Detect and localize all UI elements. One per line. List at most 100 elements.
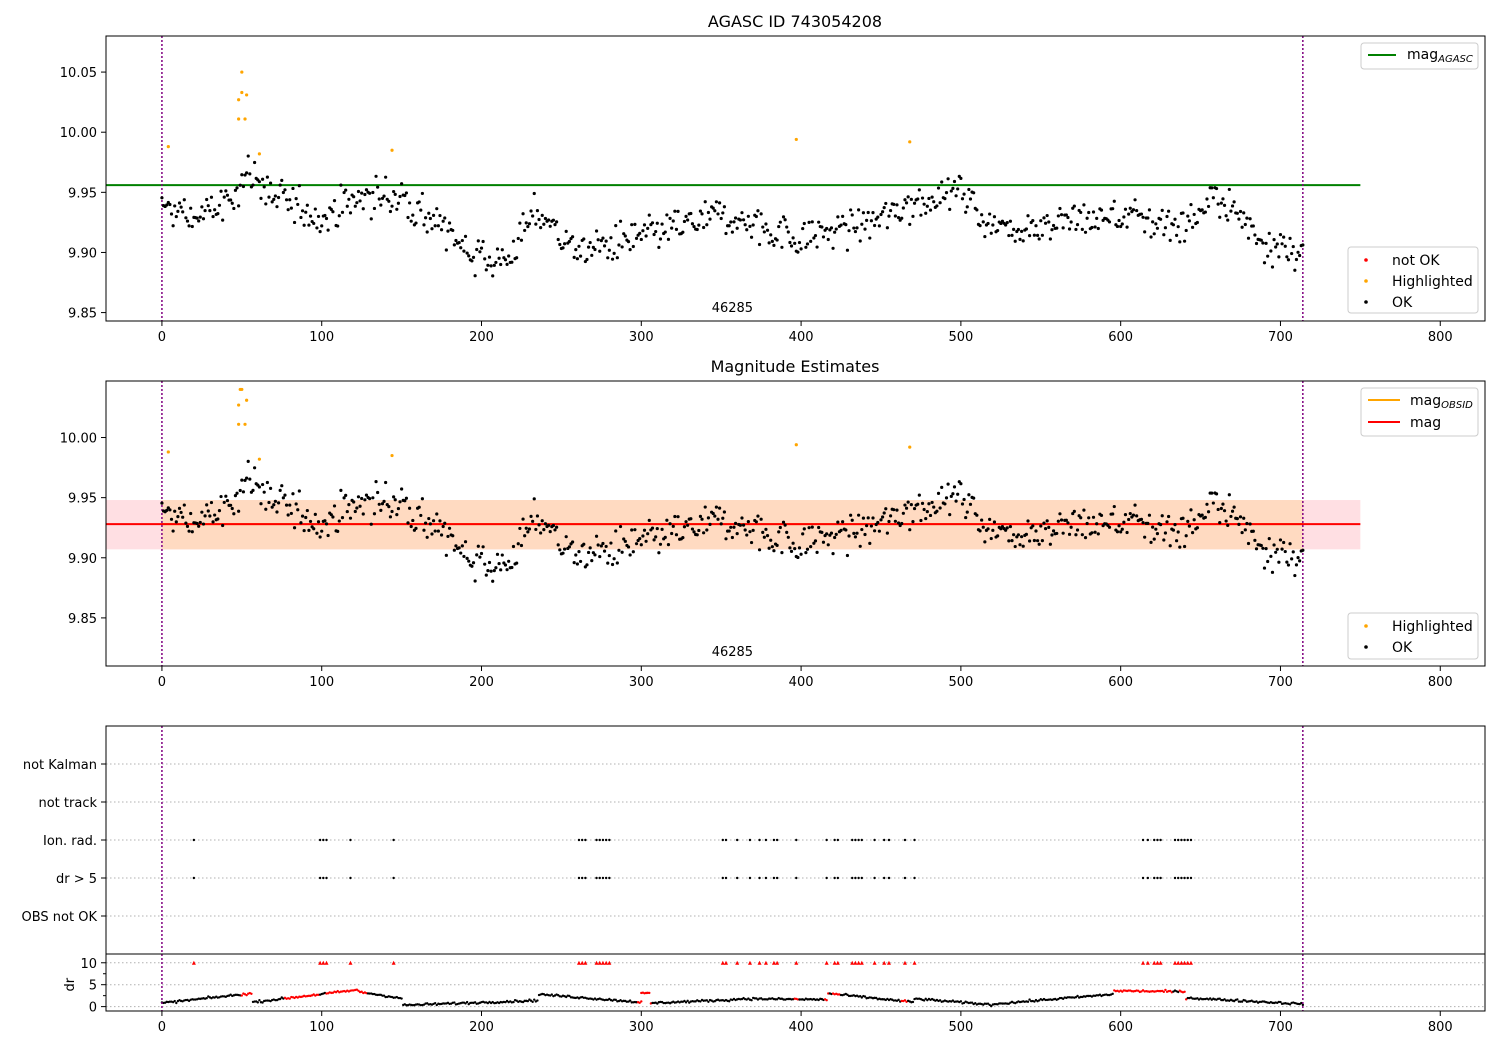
flag-point bbox=[721, 838, 724, 842]
dr-point-ok bbox=[1279, 1000, 1282, 1004]
ok-point bbox=[494, 260, 498, 265]
ok-point bbox=[1245, 216, 1249, 220]
flag-point bbox=[857, 838, 860, 842]
ok-point bbox=[665, 518, 669, 522]
ok-point bbox=[197, 524, 201, 528]
ok-point bbox=[601, 236, 605, 240]
ok-point bbox=[796, 555, 800, 560]
ok-point bbox=[962, 192, 966, 196]
ok-point bbox=[1227, 187, 1231, 192]
ok-point bbox=[174, 520, 178, 524]
ok-point bbox=[1242, 211, 1246, 215]
ok-point bbox=[1064, 518, 1068, 522]
dr-capped-marker bbox=[594, 960, 599, 965]
ok-point bbox=[1141, 215, 1145, 219]
ok-point bbox=[917, 188, 921, 192]
ok-point bbox=[849, 513, 853, 517]
ok-point bbox=[361, 512, 365, 516]
ok-point bbox=[652, 538, 656, 542]
ok-point bbox=[182, 198, 186, 202]
ok-point bbox=[892, 508, 896, 512]
ok-point bbox=[638, 537, 642, 541]
dr-capped-marker bbox=[886, 960, 891, 965]
ok-point bbox=[276, 501, 281, 505]
ok-point bbox=[1182, 544, 1187, 549]
ok-point bbox=[631, 244, 635, 249]
ok-point bbox=[727, 529, 731, 533]
ok-point bbox=[361, 207, 365, 211]
ok-point bbox=[1184, 228, 1188, 233]
dr-point-not-ok bbox=[250, 992, 253, 995]
ok-point bbox=[959, 482, 963, 486]
ok-point bbox=[1181, 516, 1185, 520]
ok-point bbox=[171, 529, 175, 533]
ok-point bbox=[1119, 224, 1123, 229]
ok-point bbox=[999, 221, 1003, 226]
ok-point bbox=[698, 514, 703, 518]
ok-point bbox=[465, 251, 469, 255]
panel2-xtick-label: 500 bbox=[948, 675, 973, 690]
panel2-xtick-label: 800 bbox=[1428, 675, 1453, 690]
ok-point bbox=[276, 195, 281, 200]
ok-point bbox=[1294, 563, 1299, 567]
panel1-xtick-label: 600 bbox=[1108, 330, 1133, 345]
ok-point bbox=[307, 528, 311, 532]
ok-point bbox=[719, 522, 723, 526]
ok-point bbox=[732, 525, 736, 529]
ok-point bbox=[419, 513, 423, 518]
ok-point bbox=[922, 507, 926, 512]
ok-point bbox=[1075, 528, 1080, 532]
ok-point bbox=[981, 525, 985, 529]
ok-point bbox=[411, 518, 415, 523]
ok-point bbox=[780, 551, 784, 555]
ok-point bbox=[1055, 531, 1059, 536]
ok-point bbox=[323, 519, 327, 523]
ok-point bbox=[769, 233, 773, 237]
ok-point bbox=[190, 530, 194, 534]
ok-point bbox=[885, 226, 889, 230]
ok-point bbox=[1067, 227, 1072, 231]
ok-point bbox=[777, 530, 781, 534]
ok-point bbox=[209, 500, 214, 505]
ok-point bbox=[531, 214, 535, 218]
ok-point bbox=[471, 255, 476, 260]
ok-point bbox=[671, 219, 675, 223]
ok-point bbox=[735, 226, 739, 230]
ok-point bbox=[741, 523, 746, 527]
ok-point bbox=[304, 515, 308, 520]
ok-point bbox=[1187, 524, 1191, 528]
ok-point bbox=[205, 503, 209, 507]
ok-point bbox=[1143, 535, 1147, 539]
ok-point bbox=[1111, 512, 1115, 516]
panel1-xtick-label: 200 bbox=[469, 330, 494, 345]
ok-point bbox=[1283, 549, 1287, 554]
ok-point bbox=[943, 502, 947, 506]
ok-point bbox=[745, 228, 749, 232]
flag-point bbox=[192, 838, 196, 842]
ok-point bbox=[722, 510, 726, 514]
flag-point bbox=[1183, 876, 1186, 880]
ok-point bbox=[454, 544, 458, 548]
ok-point bbox=[956, 187, 960, 191]
ok-point bbox=[1082, 508, 1086, 512]
ok-point bbox=[1238, 515, 1243, 519]
ok-point bbox=[1093, 225, 1097, 229]
ok-point bbox=[203, 514, 207, 518]
ok-point bbox=[1059, 518, 1064, 522]
ok-point bbox=[471, 561, 476, 565]
ok-point bbox=[703, 200, 707, 204]
ok-point bbox=[620, 550, 624, 554]
ok-point bbox=[1246, 541, 1251, 546]
ok-point bbox=[1050, 533, 1054, 537]
ok-point bbox=[764, 527, 768, 531]
ok-point bbox=[690, 527, 695, 531]
ok-point bbox=[1278, 538, 1283, 542]
ok-point bbox=[809, 239, 813, 243]
ok-point bbox=[986, 221, 990, 226]
ok-point bbox=[1058, 206, 1062, 211]
ok-point bbox=[438, 213, 442, 218]
ok-point bbox=[761, 225, 765, 229]
ok-point bbox=[932, 200, 936, 204]
panel2-ytick-label: 9.90 bbox=[68, 552, 97, 567]
ok-point bbox=[590, 253, 594, 257]
